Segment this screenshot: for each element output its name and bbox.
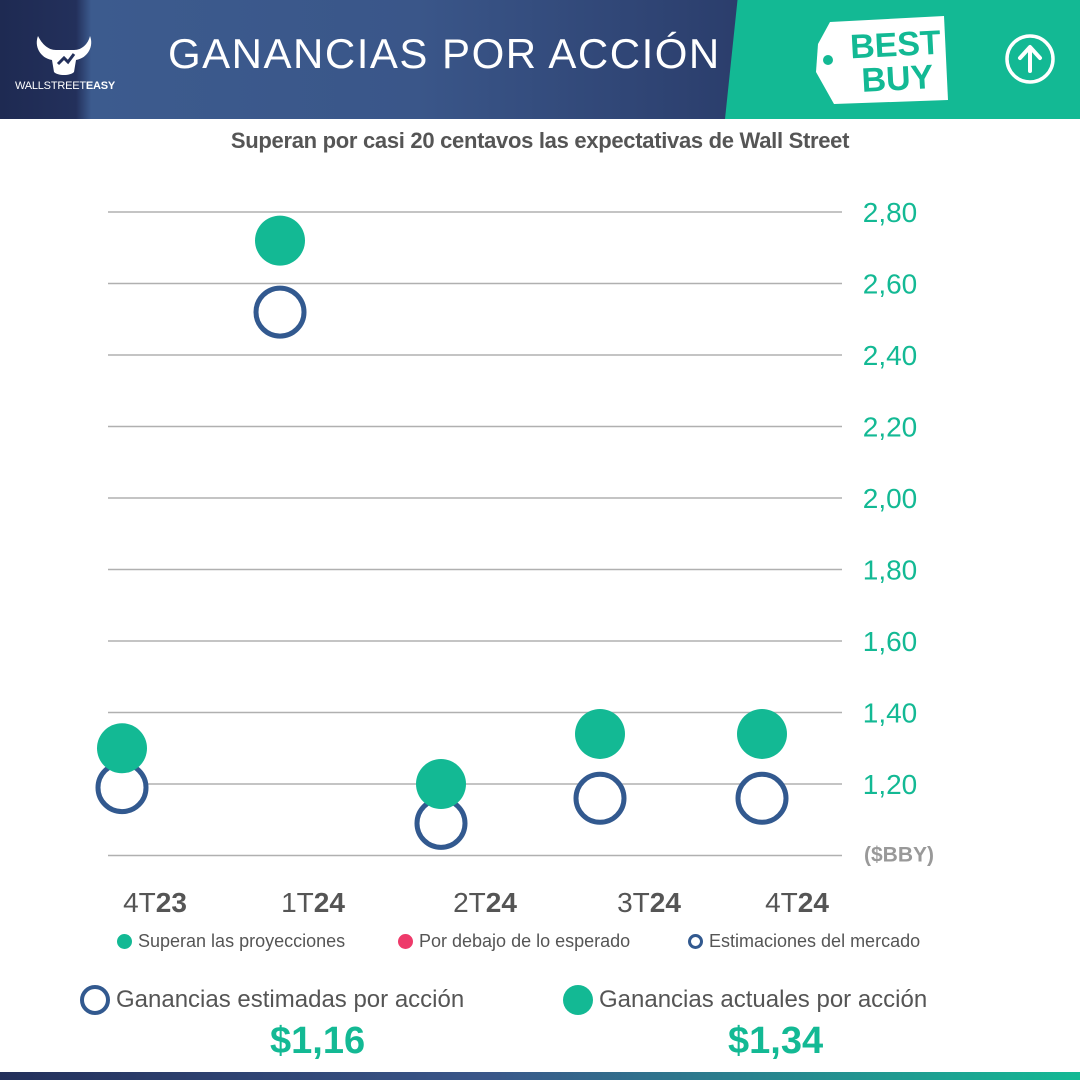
y-tick-label: 1,60 — [863, 626, 918, 657]
wallstreeteasy-logo[interactable]: WALLSTREETEASY — [10, 28, 120, 98]
x-tick-label: 3T24 — [617, 887, 681, 918]
legend-estimate-ring-icon — [688, 934, 703, 949]
brand-wordmark: WALLSTREETEASY — [14, 80, 116, 92]
best-buy-logo-line2: BUY — [861, 58, 935, 100]
legend-beat-dot-icon — [117, 934, 132, 949]
legend-miss-label: Por debajo de lo esperado — [419, 931, 631, 951]
actual-eps-value: $1,34 — [728, 1020, 824, 1062]
y-tick-label: 2,60 — [863, 269, 918, 300]
actual-eps-label: Ganancias actuales por acción — [563, 985, 927, 1015]
legend-estimate-label: Estimaciones del mercado — [709, 931, 921, 951]
actual-point — [575, 708, 625, 759]
actual-point — [97, 723, 147, 774]
header-title-band — [0, 0, 760, 119]
actual-point — [255, 215, 305, 266]
bull-icon — [36, 36, 92, 75]
legend-item-beat: Superan las proyecciones — [117, 931, 345, 952]
estimated-eps-value: $1,16 — [270, 1020, 366, 1062]
chart-subtitle: Superan por casi 20 centavos las expecta… — [230, 128, 850, 153]
y-tick-label: 1,80 — [863, 555, 918, 586]
actual-point — [737, 708, 787, 759]
x-tick-label: 1T24 — [281, 887, 345, 918]
legend-item-estimate: Estimaciones del mercado — [688, 931, 920, 952]
y-tick-label: 2,00 — [863, 483, 918, 514]
estimated-eps-label: Ganancias estimadas por acción — [80, 985, 464, 1015]
actual-point — [416, 759, 466, 809]
footer-bar — [0, 1072, 1080, 1080]
y-axis-label: ($BBY) — [864, 844, 934, 867]
page-title: GANANCIAS POR ACCIÓN — [168, 30, 721, 77]
actual-dot-icon — [563, 985, 593, 1015]
y-tick-label: 1,40 — [863, 698, 918, 729]
x-tick-label: 4T23 — [123, 887, 187, 918]
estimate-ring-icon — [80, 985, 110, 1015]
x-tick-label: 4T24 — [765, 887, 829, 918]
estimate-point — [253, 285, 307, 339]
legend-item-miss: Por debajo de lo esperado — [398, 931, 630, 952]
y-tick-label: 1,20 — [863, 769, 918, 800]
arrow-up-circle-icon[interactable] — [1004, 33, 1056, 85]
chart-legend: Superan las proyecciones Por debajo de l… — [0, 931, 1080, 961]
y-tick-label: 2,20 — [863, 412, 918, 443]
y-tick-label: 2,40 — [863, 340, 918, 371]
best-buy-logo: BEST BUY — [816, 16, 948, 104]
legend-miss-dot-icon — [398, 934, 413, 949]
x-tick-label: 2T24 — [453, 887, 517, 918]
legend-beat-label: Superan las proyecciones — [138, 931, 346, 951]
y-tick-label: 2,80 — [863, 197, 918, 228]
best-buy-logo-line1: BEST — [849, 24, 942, 67]
header: WALLSTREETEASY GANANCIAS POR ACCIÓN BEST… — [0, 0, 1080, 119]
estimate-point — [735, 771, 789, 825]
estimate-point — [573, 771, 627, 825]
